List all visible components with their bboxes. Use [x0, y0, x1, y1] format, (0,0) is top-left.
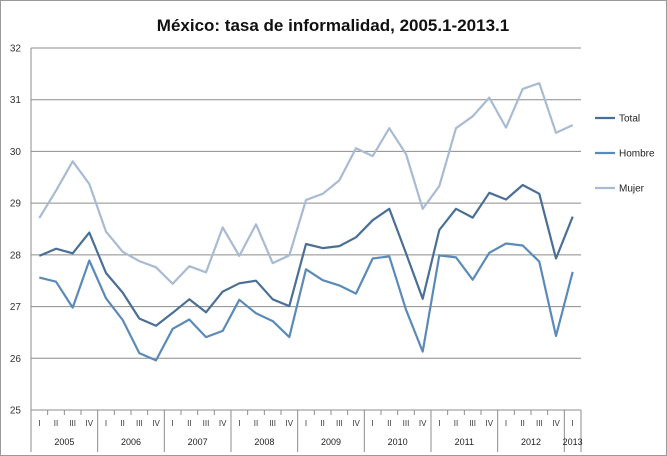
series-lines: [38, 82, 574, 362]
year-label: 2007: [188, 437, 208, 447]
x-tick-label: IV: [352, 419, 360, 428]
x-tick-label: IV: [219, 419, 227, 428]
x-tick-label: I: [305, 419, 307, 428]
x-tick-label: I: [38, 419, 40, 428]
y-tick-label: 27: [10, 302, 22, 313]
x-tick-label: IV: [419, 419, 427, 428]
x-tick-label: IV: [86, 419, 94, 428]
x-tick-label: I: [505, 419, 507, 428]
series-line-mujer: [38, 82, 574, 285]
series-line-total: [38, 183, 574, 327]
x-tick-label: III: [69, 419, 76, 428]
x-tick-label: III: [469, 419, 476, 428]
year-label: 2011: [455, 437, 474, 447]
legend-label-mujer: Mujer: [619, 184, 645, 195]
x-tick-label: IV: [152, 419, 160, 428]
x-tick-label: I: [238, 419, 240, 428]
year-label: 2005: [54, 437, 74, 447]
x-tick-label: II: [187, 419, 191, 428]
x-tick-label: I: [105, 419, 107, 428]
x-tick-label: III: [536, 419, 543, 428]
x-tick-label: III: [403, 419, 410, 428]
y-axis: 25 26 27 28 29 30 31 32: [10, 44, 32, 417]
y-tick-label: 25: [10, 406, 22, 417]
x-tick-label: I: [172, 419, 174, 428]
legend-label-total: Total: [619, 114, 640, 125]
y-tick-label: 32: [10, 44, 22, 55]
year-label: 2010: [388, 437, 408, 447]
series-line-hombre: [39, 242, 574, 362]
x-tick-label: II: [254, 419, 258, 428]
year-label: 2009: [321, 437, 341, 447]
x-tick-label: II: [387, 419, 391, 428]
year-label: 2012: [521, 437, 541, 447]
x-tick-label: IV: [486, 419, 494, 428]
x-tick-label: I: [438, 419, 440, 428]
year-label: 2013: [563, 437, 583, 447]
x-tick-label: IV: [286, 419, 294, 428]
x-tick-label: III: [336, 419, 343, 428]
x-tick-label: II: [54, 419, 58, 428]
y-tick-label: 29: [10, 199, 22, 210]
year-label: 2008: [254, 437, 274, 447]
x-tick-label: III: [269, 419, 276, 428]
x-tick-label: IV: [552, 419, 560, 428]
y-tick-label: 28: [10, 250, 22, 261]
y-tick-label: 26: [10, 354, 22, 365]
gridlines: [31, 47, 581, 411]
x-tick-label: II: [320, 419, 324, 428]
x-tick-label: II: [520, 419, 524, 428]
x-tick-label: II: [120, 419, 124, 428]
y-tick-label: 31: [10, 95, 22, 106]
chart-title: México: tasa de informalidad, 2005.1-201…: [157, 16, 509, 35]
legend: Total Hombre Mujer: [595, 114, 655, 195]
x-tick-label: III: [136, 419, 143, 428]
x-tick-label: II: [454, 419, 458, 428]
y-tick-label: 30: [10, 147, 22, 158]
x-tick-label: I: [372, 419, 374, 428]
year-label: 2006: [121, 437, 141, 447]
x-tick-label: III: [203, 419, 210, 428]
x-tick-label: I: [572, 419, 574, 428]
legend-label-hombre: Hombre: [619, 149, 655, 160]
x-axis: I II III IV I II III IV I II III IV I II III IV I II III IV…: [30, 410, 583, 452]
